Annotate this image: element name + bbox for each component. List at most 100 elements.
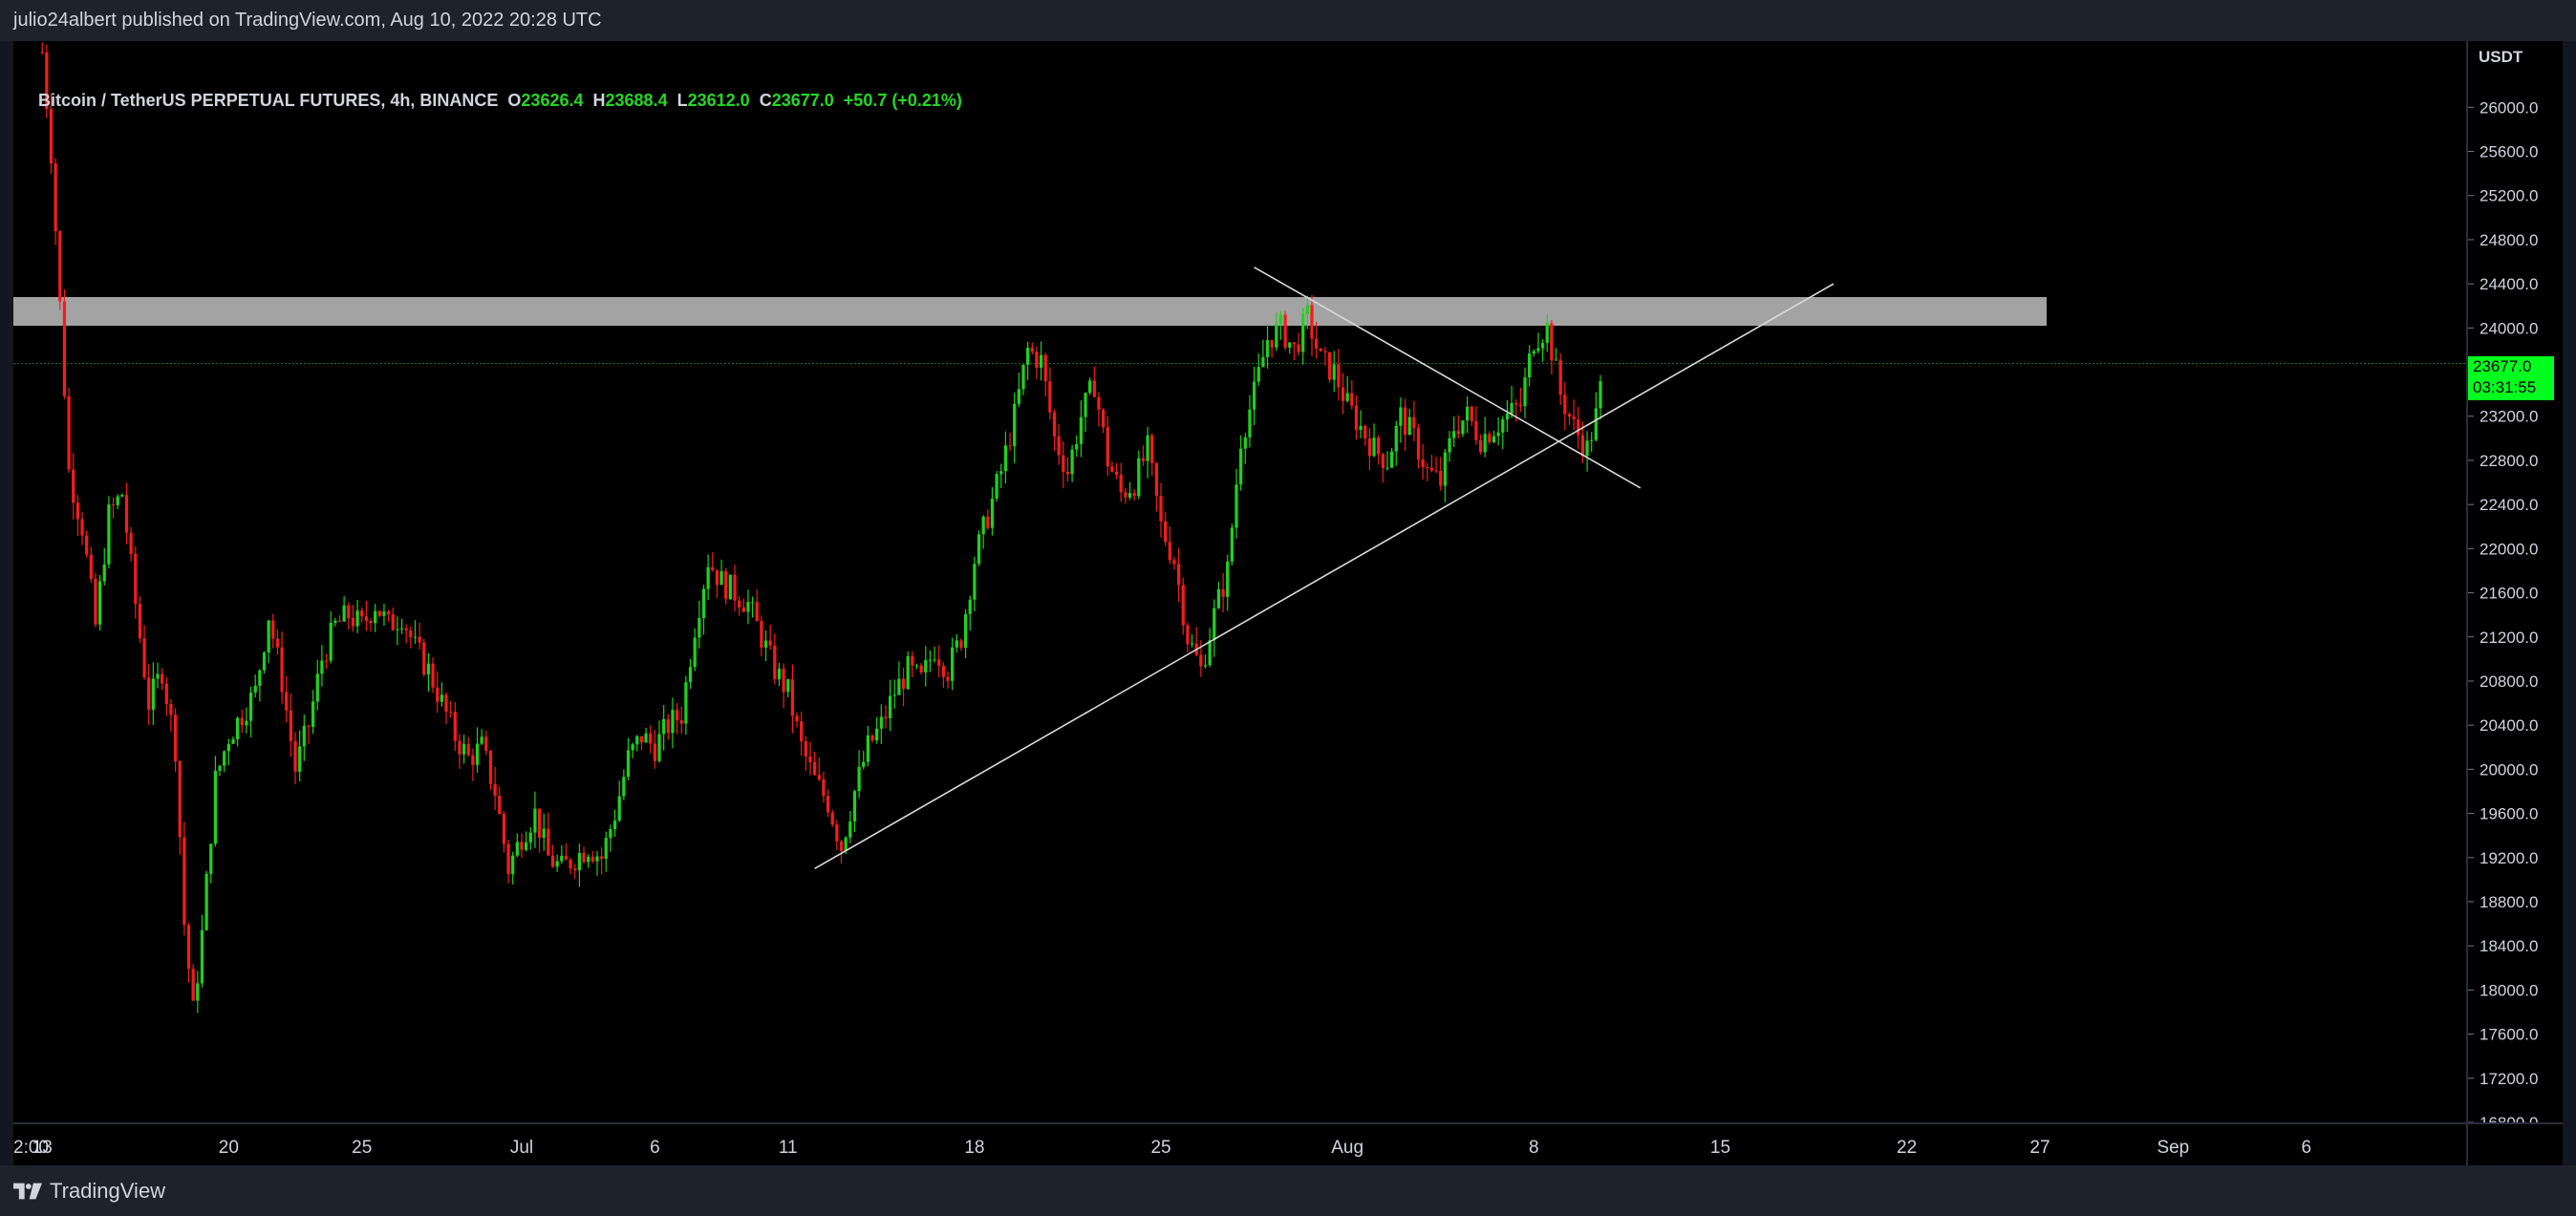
candle-body	[1114, 471, 1119, 476]
candle-body	[1337, 364, 1341, 388]
time-axis[interactable]: 2:00 13 20 25 Jul 6 11 18 25 Aug 8 15 22 27 Sep 6	[13, 1122, 2466, 1165]
tradingview-brand[interactable]: TradingView	[13, 1179, 165, 1204]
candle	[1310, 294, 1314, 356]
candle	[1434, 457, 1438, 474]
candle	[1523, 367, 1527, 419]
candle	[990, 487, 995, 536]
candle-body	[1359, 425, 1363, 431]
candle	[1372, 423, 1376, 458]
candle-body	[169, 703, 173, 715]
candle	[555, 854, 559, 872]
candle-body	[1545, 323, 1549, 343]
candle-body	[1399, 407, 1403, 426]
price-tick-label: 18800.0	[2479, 893, 2538, 911]
price-axis-labels: 26000.0 25600.0 25200.0 24800.0 24400.0 24000…	[2468, 98, 2538, 1122]
candle	[1585, 431, 1589, 472]
candle-body	[107, 504, 111, 565]
candle	[471, 748, 475, 781]
currency-label[interactable]: USDT	[2479, 48, 2523, 66]
candle	[418, 622, 421, 651]
candle	[1275, 312, 1278, 352]
candle-body	[639, 736, 644, 743]
price-tick-label: 18400.0	[2479, 937, 2538, 955]
candle	[355, 600, 359, 633]
symbol-title[interactable]: Bitcoin / TetherUS PERPETUAL FUTURES, 4h…	[38, 91, 499, 110]
candle	[1146, 426, 1149, 479]
candle-body	[892, 694, 896, 696]
candle	[1385, 451, 1389, 471]
candle-body	[253, 685, 257, 693]
candle	[822, 771, 826, 803]
rising-support-trendline[interactable]	[814, 283, 1835, 870]
candle	[941, 662, 945, 689]
candle-body	[977, 534, 981, 565]
resistance-zone[interactable]	[13, 296, 2047, 327]
candle	[808, 741, 812, 776]
candle	[1399, 397, 1403, 443]
candle	[169, 698, 173, 732]
candle-body	[45, 52, 49, 110]
candle-body	[1208, 640, 1212, 666]
candle-body	[218, 765, 222, 771]
candle-body	[1580, 435, 1585, 457]
candle	[800, 711, 804, 757]
candle-body	[698, 618, 701, 638]
price-tick-label: 19200.0	[2479, 849, 2538, 867]
candle-body	[906, 655, 910, 690]
publish-text: julio24albert published on TradingView.c…	[13, 10, 602, 31]
candle-body	[928, 659, 933, 661]
candle	[706, 554, 710, 601]
candle	[914, 663, 919, 670]
candle	[1367, 428, 1372, 471]
price-tick-label: 24000.0	[2479, 319, 2538, 337]
candle	[631, 742, 634, 758]
candle-body	[1594, 408, 1598, 440]
candle	[1102, 408, 1106, 434]
candle	[1181, 577, 1185, 635]
candle-body	[471, 755, 475, 765]
candle	[617, 780, 621, 822]
candle-body	[151, 678, 155, 710]
candle-body	[475, 743, 480, 765]
candle	[999, 463, 1003, 489]
candle-body	[901, 678, 906, 690]
candle-body	[1452, 431, 1456, 438]
candle	[382, 603, 386, 627]
candle	[58, 229, 62, 310]
candle-body	[866, 735, 870, 762]
candle-body	[1590, 439, 1594, 441]
chart-pane[interactable]: Bitcoin / TetherUS PERPETUAL FUTURES, 4h…	[13, 41, 2466, 1122]
price-axis[interactable]: 26000.0 25600.0 25200.0 24800.0 24400.0 24000…	[2466, 41, 2563, 1122]
candle	[1021, 364, 1025, 395]
candle	[333, 617, 337, 627]
candle	[120, 493, 124, 498]
candle	[1168, 526, 1171, 565]
candle-body	[1434, 470, 1438, 472]
candle-body	[298, 746, 302, 772]
candle	[289, 693, 293, 757]
candlestick-chart[interactable]	[13, 41, 2466, 1122]
descending-resistance-trendline[interactable]	[1254, 267, 1642, 489]
candle	[1514, 398, 1518, 422]
candle	[1065, 457, 1070, 482]
candle-body	[1372, 437, 1376, 457]
candle	[1377, 435, 1381, 465]
candle	[302, 715, 306, 761]
candle	[258, 669, 262, 702]
candle	[213, 756, 218, 847]
candle	[1003, 431, 1008, 483]
candle	[649, 725, 653, 754]
candle-body	[1381, 454, 1385, 468]
candle	[622, 769, 626, 800]
candle	[409, 626, 413, 649]
candle	[635, 735, 639, 752]
candle	[453, 702, 457, 752]
candle	[951, 637, 955, 691]
candle-body	[763, 640, 768, 648]
candle-body	[560, 855, 564, 862]
candle	[1532, 349, 1535, 357]
candle	[1075, 435, 1079, 458]
candle	[1084, 392, 1087, 433]
candle-body	[795, 715, 799, 722]
candle-body	[1216, 588, 1221, 608]
